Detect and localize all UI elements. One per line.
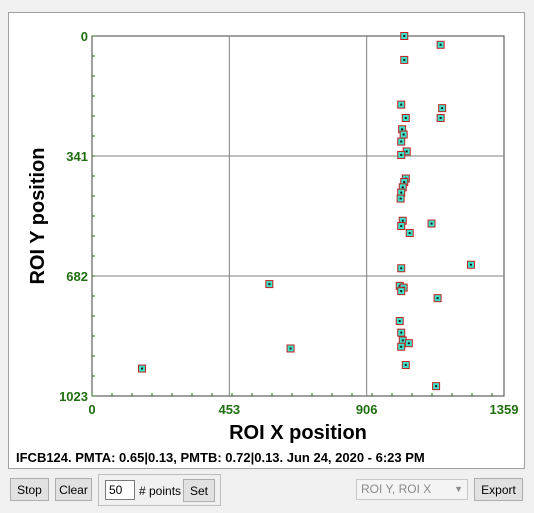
data-point [400,178,409,187]
data-point [433,294,442,303]
grid-lines [92,36,504,396]
points-count-input[interactable] [105,480,135,500]
x-axis-title: ROI X position [229,422,367,444]
data-point-core [435,385,438,388]
data-point [396,194,405,203]
data-point [432,382,441,391]
data-point-core [401,219,404,222]
data-point-core [439,116,442,119]
data-point-core [401,339,404,342]
data-points [138,32,475,391]
data-point [402,147,411,156]
data-point-core [400,345,403,348]
data-point [400,55,409,64]
data-point-core [404,116,407,119]
data-point-core [401,128,404,131]
plot-area [91,35,505,397]
y-tick-label: 0 [81,29,88,44]
export-button[interactable]: Export [474,478,523,501]
data-point [405,229,414,238]
data-point [398,125,407,134]
data-point [400,32,409,40]
scatter-chart: 0 453 906 1359 0 341 682 1023 ROI X position RO… [27,29,518,444]
data-point-core [141,367,144,370]
data-point [395,317,404,326]
data-point [436,40,445,49]
data-point [397,264,406,273]
axis-select-value: ROI Y, ROI X [361,482,432,496]
data-point-core [439,43,442,46]
data-point [398,183,407,192]
data-point [398,216,407,225]
data-point-core [403,58,406,61]
y-axis-title: ROI Y position [27,147,49,284]
data-point-core [400,267,403,270]
data-point-core [268,283,271,286]
plot-panel: 0 453 906 1359 0 341 682 1023 ROI X position RO… [8,12,525,469]
y-tick-label: 341 [66,149,88,164]
data-point [401,361,410,370]
points-count-label: # points [139,484,182,498]
data-point-core [289,347,292,350]
data-point-core [403,181,406,184]
data-point [466,260,475,269]
data-point-core [398,320,401,323]
data-point [397,150,406,159]
x-tick-label: 1359 [490,402,519,417]
data-point [265,280,274,289]
data-point-core [400,331,403,334]
axis-select-dropdown[interactable]: ROI Y, ROI X ▼ [356,479,468,500]
data-point-core [400,103,403,106]
data-point-core [403,35,406,37]
data-point-core [430,222,433,225]
data-point [397,100,406,109]
data-point [138,364,147,373]
data-point [438,104,447,113]
data-point-core [402,133,405,136]
data-point-core [404,364,407,367]
axis-ticks: 0 453 906 1359 0 341 682 1023 [59,29,518,417]
y-tick-label: 682 [66,269,88,284]
x-tick-label: 0 [88,402,95,417]
data-point-core [407,342,410,345]
set-button[interactable]: Set [183,479,215,502]
data-point [399,130,408,139]
data-point [286,344,295,353]
stop-button[interactable]: Stop [10,478,49,501]
data-point-core [408,232,411,235]
data-point-core [400,290,403,293]
data-point-core [400,140,403,143]
data-point [404,339,413,348]
x-tick-label: 906 [356,402,378,417]
data-point-core [401,186,404,189]
data-point [397,328,406,337]
data-point-core [400,153,403,156]
data-point [397,188,406,197]
clear-button[interactable]: Clear [55,478,92,501]
data-point [401,113,410,122]
data-point-core [441,107,444,110]
data-point-core [436,297,439,300]
data-point [397,222,406,231]
chevron-down-icon: ▼ [454,484,463,494]
data-point-core [399,197,402,200]
data-point [427,219,436,228]
data-point-core [469,263,472,266]
data-point-core [400,191,403,194]
x-tick-label: 453 [218,402,240,417]
points-control-group: # points Set [98,474,221,506]
data-point [397,342,406,351]
data-point [397,137,406,146]
data-point-core [405,150,408,153]
data-point [398,336,407,345]
data-point [397,287,406,296]
data-point-core [400,225,403,228]
y-tick-label: 1023 [59,389,88,404]
data-point [436,113,445,122]
status-line: IFCB124. PMTA: 0.65|0.13, PMTB: 0.72|0.1… [16,450,425,465]
